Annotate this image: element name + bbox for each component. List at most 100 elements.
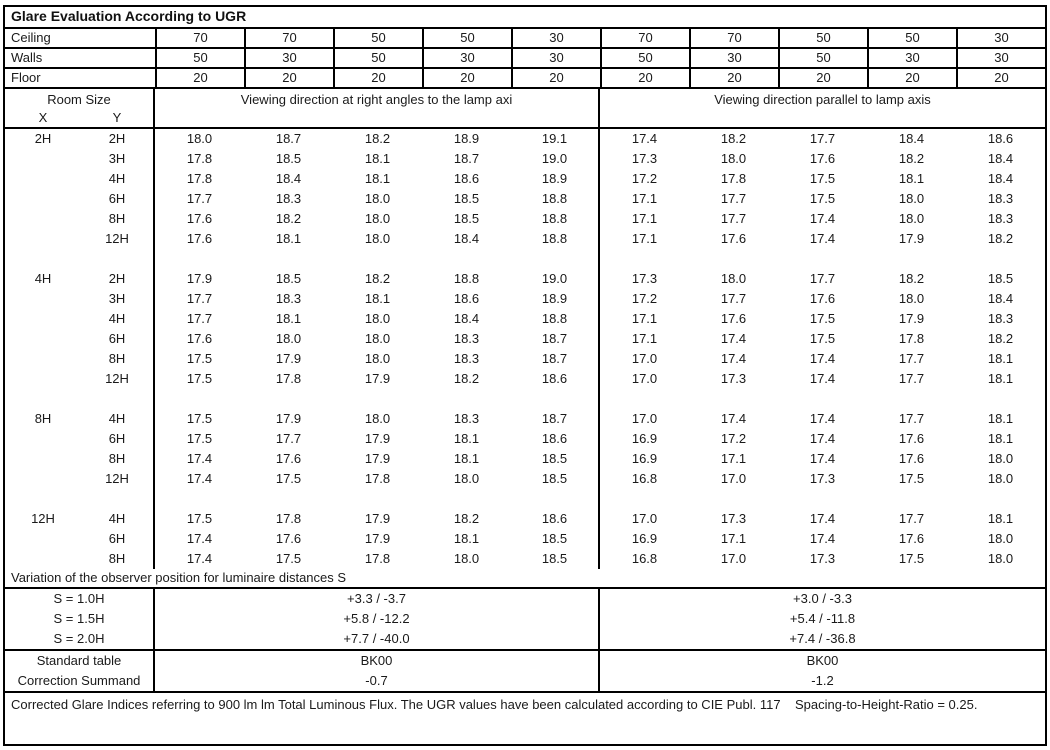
ugr-value: 18.5 [511, 529, 600, 549]
ugr-value: 17.8 [364, 551, 391, 566]
room-y-value: 8H [81, 449, 155, 469]
spacer-cell [5, 489, 155, 509]
ugr-row: 4H 17.8 18.4 18.1 18.6 18.9 17.2 17.8 17.5 18.1 18… [5, 169, 1045, 189]
ugr-value: 17.2 [631, 171, 658, 186]
room-x-value [5, 449, 81, 469]
ugr-value: 18.1 [275, 311, 302, 326]
ugr-value: 17.1 [631, 191, 658, 206]
ugr-value: 19.1 [511, 129, 600, 149]
ugr-value: 17.3 [631, 151, 658, 166]
ugr-row: 8H 17.6 18.2 18.0 18.5 18.8 17.1 17.7 17.4 18.0 18… [5, 209, 1045, 229]
ugr-value: 18.0 [453, 551, 480, 566]
room-x-value: 12H [31, 511, 55, 526]
ugr-value: 17.6 [720, 311, 747, 326]
variation-row: S = 2.0H +7.7 / -40.0 +7.4 / -36.8 [5, 629, 1045, 649]
ugr-value: 17.4 [809, 531, 836, 546]
surface-value: 50 [778, 49, 867, 67]
ugr-value: 17.9 [275, 351, 302, 366]
ugr-row: 12H 17.4 17.5 17.8 18.0 18.5 16.8 17.0 17.3 17.5 1… [5, 469, 1045, 489]
ugr-row: 12H 17.5 17.8 17.9 18.2 18.6 17.0 17.3 17.4 17.7 1… [5, 369, 1045, 389]
ugr-value: 18.0 [987, 451, 1014, 466]
ugr-value: 18.2 [987, 231, 1014, 246]
surface-row: Ceiling 70 70 50 50 30 70 70 50 50 30 [5, 29, 1045, 49]
room-y-value: 6H [81, 189, 155, 209]
room-x-value [5, 469, 81, 489]
ugr-value: 18.1 [898, 171, 925, 186]
variation-table: S = 1.0H +3.3 / -3.7 +3.0 / -3.3 S = 1.5H +5… [5, 589, 1045, 651]
ugr-value: 17.7 [720, 211, 747, 226]
room-y-value: 6H [81, 329, 155, 349]
ugr-value: 18.0 [364, 351, 391, 366]
ugr-value: 18.0 [720, 151, 747, 166]
ugr-value: 17.1 [720, 451, 747, 466]
ugr-value: 18.9 [511, 169, 600, 189]
spacer-cell [600, 389, 1045, 409]
ugr-value: 18.0 [987, 471, 1014, 486]
surface-value: 20 [244, 69, 333, 87]
summary-row: Correction Summand -0.7 -1.2 [5, 671, 1045, 691]
ugr-value: 18.3 [453, 331, 480, 346]
ugr-value: 17.4 [186, 471, 213, 486]
surface-value: 20 [867, 69, 956, 87]
variation-row: S = 1.0H +3.3 / -3.7 +3.0 / -3.3 [5, 589, 1045, 609]
ugr-value: 18.5 [275, 151, 302, 166]
room-x-value [5, 529, 81, 549]
ugr-value: 18.0 [987, 531, 1014, 546]
room-x-value [5, 149, 81, 169]
room-y-value: 4H [81, 409, 155, 429]
ugr-value: 17.1 [631, 311, 658, 326]
surface-value: 30 [689, 49, 778, 67]
surface-value: 20 [333, 69, 422, 87]
room-x-value [5, 209, 81, 229]
surface-value: 20 [600, 69, 689, 87]
room-y-value: 4H [81, 309, 155, 329]
room-y-value: 12H [81, 229, 155, 249]
ugr-value: 17.4 [809, 211, 836, 226]
spacer-cell [155, 389, 600, 409]
ugr-value: 17.4 [720, 351, 747, 366]
surface-value: 30 [422, 49, 511, 67]
ugr-value: 18.0 [364, 311, 391, 326]
ugr-value: 18.0 [898, 191, 925, 206]
ugr-value: 18.0 [720, 271, 747, 286]
ugr-value: 17.0 [631, 511, 658, 526]
surface-value: 20 [511, 69, 600, 87]
ugr-value: 18.2 [720, 131, 747, 146]
ugr-value: 17.3 [809, 551, 836, 566]
surface-value: 50 [778, 29, 867, 47]
ugr-value: 18.4 [987, 291, 1014, 306]
ugr-value: 18.5 [511, 469, 600, 489]
ugr-value: 17.0 [631, 411, 658, 426]
ugr-row: 4H 2H 17.9 18.5 18.2 18.8 19.0 17.3 18.0 17.7 18.2… [5, 269, 1045, 289]
ugr-value: 17.3 [720, 511, 747, 526]
ugr-row: 3H 17.8 18.5 18.1 18.7 19.0 17.3 18.0 17.6 18.2 18… [5, 149, 1045, 169]
ugr-value: 17.4 [186, 451, 213, 466]
ugr-value: 17.8 [898, 331, 925, 346]
ugr-values-table: 2H 2H 18.0 18.7 18.2 18.9 19.1 17.4 18.2 17.7 18.4… [5, 129, 1045, 569]
surface-row: Floor 20 20 20 20 20 20 20 20 20 20 [5, 69, 1045, 89]
room-y-value: 8H [81, 349, 155, 369]
surface-value: 50 [867, 29, 956, 47]
ugr-value: 17.5 [186, 371, 213, 386]
ugr-row: 8H 17.4 17.5 17.8 18.0 18.5 16.8 17.0 17.3 17.5 18… [5, 549, 1045, 569]
ugr-value: 17.9 [364, 531, 391, 546]
surface-value: 20 [778, 69, 867, 87]
ugr-value: 17.7 [898, 371, 925, 386]
parallel-group-label: Viewing direction parallel to lamp axis [714, 92, 931, 107]
surface-value: 70 [689, 29, 778, 47]
ugr-value: 17.5 [275, 471, 302, 486]
ugr-value: 17.4 [186, 531, 213, 546]
summary-row: Standard table BK00 BK00 [5, 651, 1045, 671]
room-x-value [5, 349, 81, 369]
surface-label: Walls [11, 50, 43, 65]
summary-row-label: Standard table [5, 651, 155, 671]
ugr-value: 17.5 [809, 171, 836, 186]
ugr-value: 18.4 [453, 231, 480, 246]
ugr-value: 18.3 [987, 191, 1014, 206]
ugr-value: 18.6 [987, 131, 1014, 146]
ugr-value: 17.0 [720, 551, 747, 566]
summary-row-label: Correction Summand [5, 671, 155, 691]
ugr-value: 18.5 [511, 449, 600, 469]
ugr-value: 17.1 [720, 531, 747, 546]
xy-column-labels: X Y [5, 107, 153, 125]
